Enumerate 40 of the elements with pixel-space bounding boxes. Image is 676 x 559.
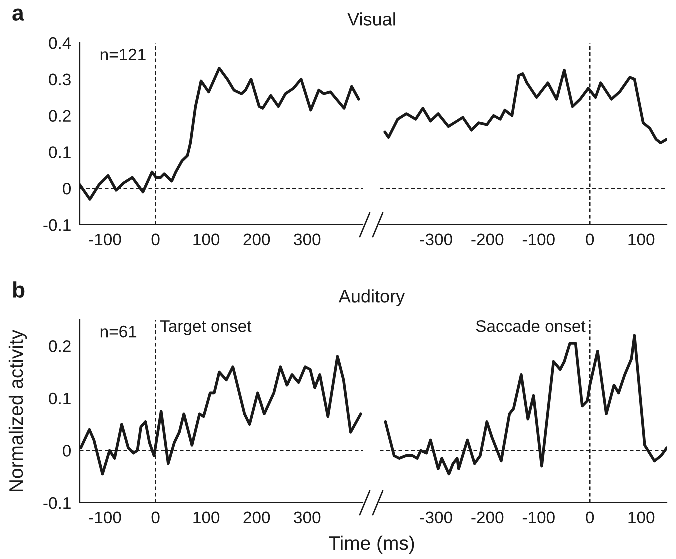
x-tick-label: -100 [522, 512, 555, 524]
x-tick-label: 200 [244, 512, 270, 524]
x-tick-label: -300 [420, 234, 452, 246]
x-tick-label: 300 [294, 234, 321, 246]
y-tick-label: 0.2 [49, 110, 71, 122]
x-tick-label: 0 [586, 234, 594, 246]
y-tick-label: 0.3 [49, 74, 71, 86]
y-tick-label: -0.1 [44, 497, 71, 510]
y-tick-label: 0.1 [49, 392, 71, 405]
x-tick-label: 0 [152, 512, 160, 524]
x-tick-label: -300 [420, 512, 452, 524]
y-tick-label: 0.4 [49, 37, 72, 50]
x-tick-label: 100 [628, 512, 655, 524]
x-tick-label: 0 [586, 512, 594, 524]
annotation: n=121 [100, 48, 146, 61]
annotation: n=61 [100, 326, 137, 338]
x-tick-label: -100 [89, 234, 122, 246]
x-tick-label: 300 [294, 512, 321, 524]
ref-line-label: Target onset [160, 320, 252, 336]
y-tick-label: 0 [63, 445, 72, 457]
x-tick-label: -100 [522, 234, 555, 246]
text: b [13, 282, 25, 298]
x-tick-label: 100 [194, 234, 220, 246]
x-tick-label: 0 [152, 234, 160, 246]
x-tick-label: 100 [194, 512, 220, 524]
chart-title: Auditory [338, 290, 406, 306]
x-tick-label: -100 [89, 512, 122, 524]
ref-line-label: Saccade onset [476, 320, 586, 332]
x-tick-label: -200 [472, 234, 504, 246]
y-tick-label: 0.2 [49, 340, 71, 352]
x-tick-label: -200 [472, 512, 504, 524]
x-tick-label: 200 [244, 234, 270, 246]
x-tick-label: 100 [628, 234, 655, 246]
y-tick-label: 0 [63, 183, 72, 195]
chart-title: Visual [348, 12, 396, 26]
y-tick-label: 0.1 [49, 146, 71, 158]
text: a [12, 8, 24, 21]
y-tick-label: -0.1 [44, 219, 71, 232]
x-axis-title: Time (ms) [329, 536, 414, 554]
y-axis-title: Normalized activity [8, 330, 28, 492]
